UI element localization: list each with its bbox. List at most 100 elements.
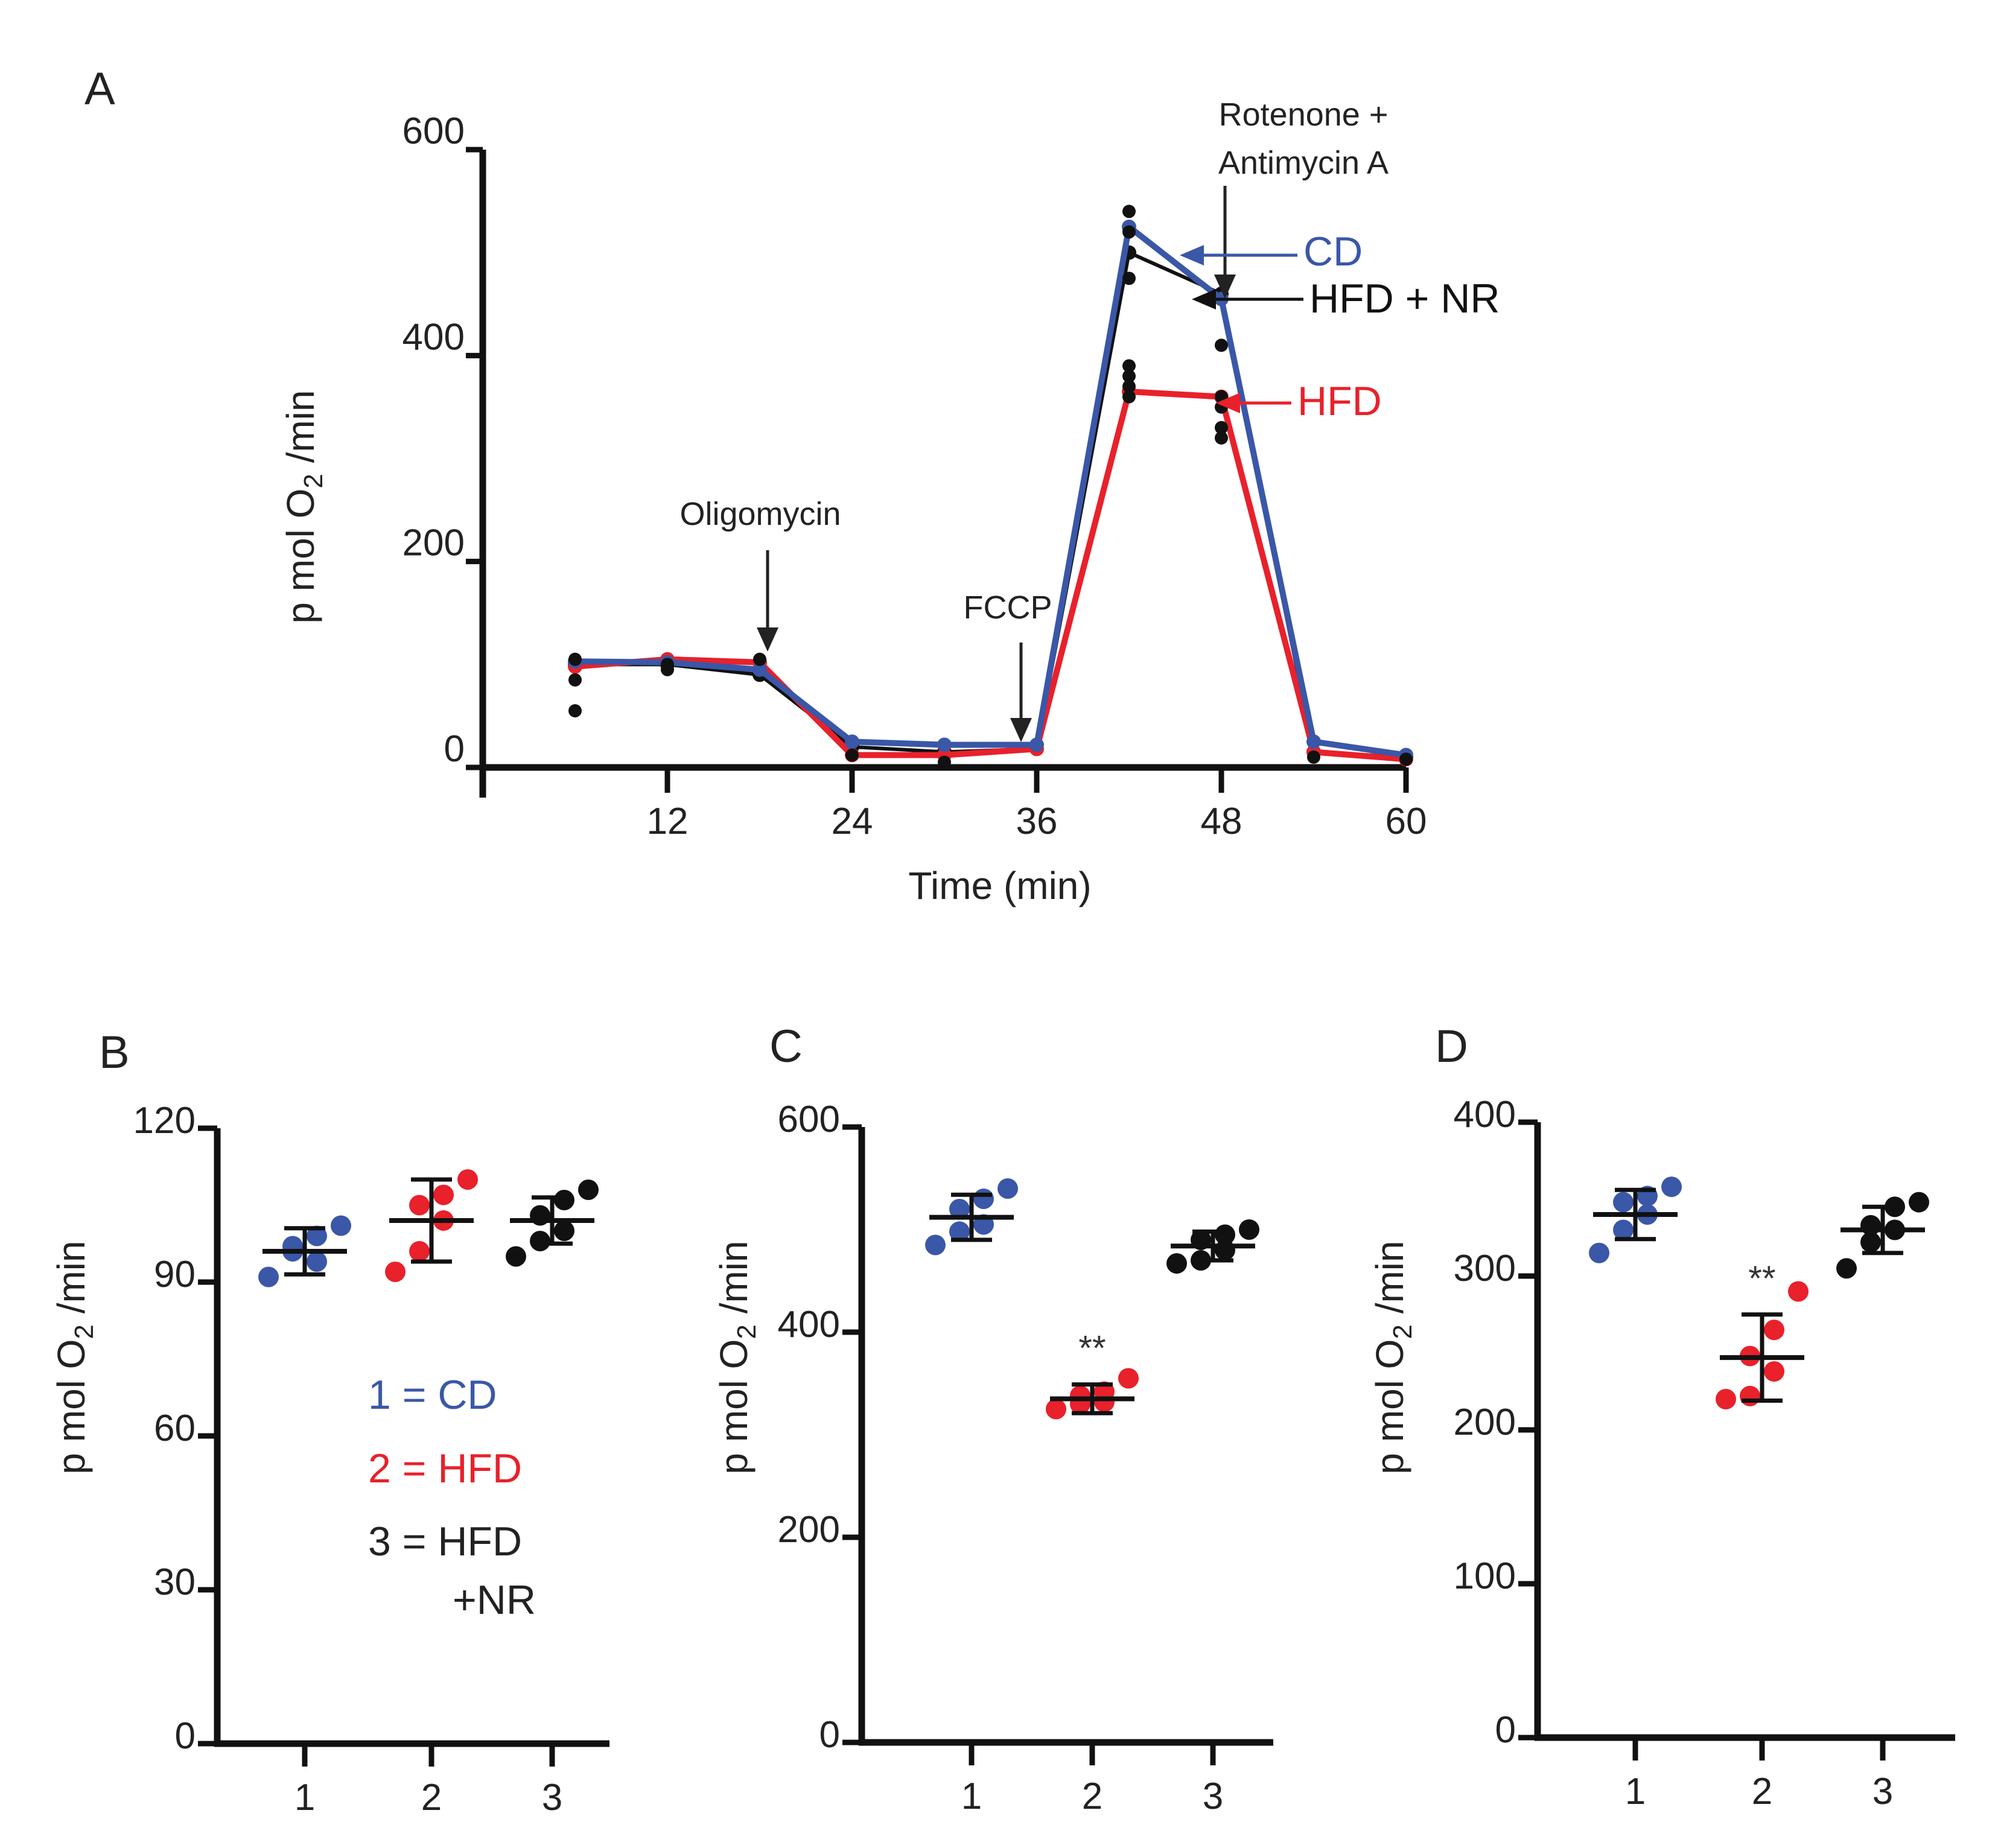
panel-letter-d: D (1435, 1021, 1468, 1072)
panel-d-y-tick-label: 100 (1454, 1555, 1516, 1597)
panel-a-replicate-point (1122, 369, 1136, 383)
panel-a-y-tick-label: 0 (444, 728, 465, 770)
panel-d-dot (1764, 1361, 1784, 1382)
panel-d-y-tick-label: 300 (1454, 1248, 1516, 1289)
panel-c-dot (1046, 1399, 1066, 1420)
panel-a-series-lines (568, 220, 1413, 767)
arrow-oligomycin-head (757, 627, 778, 652)
panel-b-y-tick-label: 120 (133, 1100, 196, 1142)
panel-c-dot (1118, 1368, 1139, 1389)
panel-d-dot (1764, 1319, 1784, 1341)
panel-c-dot (949, 1221, 970, 1242)
chart-panel-c: p mol O2 /min 0 200 400 600 1 2 3 ** (712, 1099, 1273, 1817)
legend-hfd: 2 = HFD (368, 1446, 522, 1491)
panel-a-replicate-point (1215, 431, 1228, 445)
series-point-cd (845, 734, 859, 749)
panel-a-axes: 0 200 400 600 12 24 36 48 60 (402, 110, 1427, 842)
panel-c-significance-marker: ** (1078, 1329, 1106, 1368)
panel-a-replicate-point (1215, 338, 1228, 352)
panel-a-replicate-point (1122, 271, 1136, 285)
annotation-oligomycin: Oligomycin (679, 496, 841, 532)
panel-c-y-tick-label: 400 (778, 1304, 840, 1345)
series-line-cd (574, 224, 1407, 758)
panel-b-dot (506, 1246, 526, 1267)
panel-b-dot (578, 1180, 599, 1200)
panel-a-replicate-point (845, 748, 859, 762)
panel-b-dot (433, 1184, 454, 1205)
panel-d-y-tick-label: 200 (1454, 1402, 1516, 1443)
series-point-cd (1029, 737, 1044, 752)
series-label-cd: CD (1303, 229, 1363, 275)
panel-c-dot (1166, 1253, 1187, 1274)
panel-a-y-tick-label: 200 (402, 522, 465, 564)
series-point-cd (1306, 734, 1321, 749)
panel-a-replicate-point (1307, 750, 1320, 764)
panel-a-replicate-point (1122, 379, 1136, 393)
chart-panel-d: p mol O2 /min 0 100 200 300 400 1 2 3 ** (1368, 1094, 1955, 1812)
panel-c-dot (973, 1189, 994, 1209)
panel-d-y-tick-label: 0 (1495, 1709, 1516, 1751)
panel-a-replicate-point (1215, 421, 1228, 434)
series-label-hfd: HFD (1297, 378, 1382, 424)
panel-b-dot (457, 1169, 478, 1190)
panel-b-dot (307, 1251, 327, 1272)
panel-c-dot (1215, 1224, 1235, 1245)
panel-d-significance-marker: ** (1748, 1259, 1775, 1298)
panel-a-replicate-point (938, 755, 951, 769)
panel-c-y-tick-label: 600 (778, 1099, 840, 1140)
panel-c-dot (1070, 1385, 1090, 1406)
legend-nr: +NR (453, 1577, 536, 1623)
panel-d-dot (1716, 1389, 1736, 1409)
panel-letter-c: C (769, 1021, 803, 1072)
panel-c-dot (949, 1199, 970, 1219)
panel-b-dot (554, 1221, 574, 1241)
annotation-fccp: FCCP (964, 589, 1052, 626)
panel-d-dot (1788, 1281, 1809, 1302)
pointer-hfd-nr-head (1192, 289, 1216, 310)
panel-d-dot (1613, 1219, 1634, 1240)
series-point-cd (937, 737, 952, 752)
panel-a-x-tick-label: 12 (647, 801, 689, 842)
panel-b-dot (307, 1225, 327, 1246)
panel-a-x-axis-title: Time (min) (908, 864, 1091, 907)
panel-b-x-tick-label: 1 (294, 1777, 315, 1818)
panel-c-dot (1239, 1219, 1259, 1240)
series-point-cd (752, 662, 767, 677)
panel-a-replicate-point (1122, 359, 1136, 373)
panel-c-x-tick-label: 2 (1082, 1776, 1102, 1817)
panel-d-dot (1860, 1215, 1881, 1236)
panel-letter-a: A (84, 63, 115, 115)
panel-a-replicate-point (1399, 752, 1413, 766)
panel-d-x-tick-label: 3 (1872, 1771, 1893, 1812)
panel-d-x-tick-label: 1 (1625, 1771, 1646, 1812)
panel-a-y-axis-title: p mol O2 /min (279, 390, 328, 623)
panel-a-replicate-point (568, 704, 582, 718)
panel-a-replicate-point (1122, 225, 1136, 239)
panel-b-dot (331, 1215, 351, 1236)
panel-d-dot (1589, 1242, 1609, 1263)
panel-a-y-tick-label: 600 (402, 110, 465, 152)
panel-b-dot (409, 1195, 430, 1216)
panel-d-dot (1909, 1192, 1929, 1213)
panel-b-dot (554, 1190, 574, 1210)
panel-a-x-tick-label: 36 (1016, 801, 1058, 842)
pointer-hfd-head (1216, 393, 1240, 413)
panel-letter-b: B (99, 1027, 130, 1078)
panel-b-y-tick-label: 90 (154, 1254, 196, 1295)
series-label-hfd-nr: HFD + NR (1309, 276, 1500, 322)
panel-d-dot (1836, 1258, 1857, 1279)
panel-a-replicate-point (1122, 390, 1136, 404)
panel-b-y-tick-label: 60 (154, 1408, 196, 1449)
panel-b-x-tick-label: 2 (421, 1777, 442, 1818)
panel-d-dot (1613, 1192, 1634, 1213)
panel-b-y-tick-label: 0 (175, 1715, 196, 1757)
panel-a-replicate-point (1122, 205, 1136, 218)
panel-d-y-tick-label: 400 (1454, 1094, 1516, 1135)
panel-c-dot (925, 1234, 946, 1256)
panel-a-x-tick-label: 60 (1386, 801, 1427, 842)
panel-d-dot (1661, 1176, 1682, 1198)
legend-hfd-nr: 3 = HFD (368, 1519, 522, 1564)
panel-a-replicate-point (753, 652, 766, 666)
panel-a-y-tick-label: 400 (402, 316, 465, 358)
